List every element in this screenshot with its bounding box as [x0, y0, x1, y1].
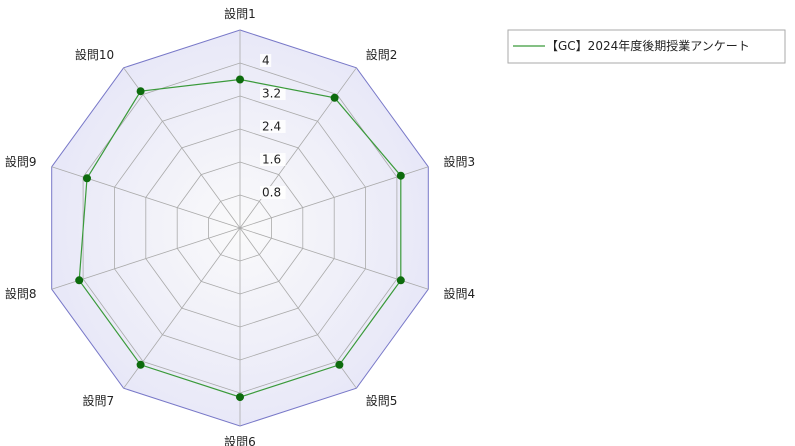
axis-label-8: 設問8 [5, 286, 37, 301]
axis-label-4: 設問4 [444, 286, 476, 301]
axis-label-10: 設問10 [75, 47, 114, 62]
axis-label-2: 設問2 [366, 47, 398, 62]
tick-label: 1.6 [262, 153, 281, 167]
legend: 【GC】2024年度後期授業アンケート [507, 29, 786, 64]
axis-label-6: 設問6 [224, 434, 256, 446]
legend-box [507, 29, 786, 64]
data-point-9 [83, 174, 91, 183]
data-point-7 [136, 360, 145, 369]
data-point-4 [396, 276, 405, 285]
tick-label: 0.8 [262, 186, 281, 200]
spoke-8 [51, 227, 241, 290]
tick-label: 3.2 [262, 87, 281, 101]
spoke-10 [123, 67, 241, 229]
axis-label-1: 設問1 [224, 6, 256, 21]
data-point-3 [396, 171, 405, 180]
spoke-3 [239, 166, 429, 229]
tick-label: 2.4 [262, 120, 281, 134]
tick-labels: 0.8 1.6 2.4 3.2 4 [260, 54, 286, 200]
tick-label-bg [260, 54, 272, 67]
axis-label-5: 設問5 [366, 393, 398, 408]
data-point-10 [136, 87, 145, 96]
data-point-8 [75, 276, 84, 285]
spoke-5 [239, 227, 357, 389]
spoke-2 [239, 67, 357, 229]
tick-label: 4 [262, 54, 270, 68]
tick-label-bg [260, 153, 286, 166]
spoke-9 [51, 166, 241, 229]
legend-series-label: 【GC】2024年度後期授業アンケート [546, 38, 750, 53]
tick-label-bg [260, 87, 286, 100]
axis-label-3: 設問3 [444, 154, 476, 169]
tick-label-bg [260, 186, 286, 199]
axis-label-7: 設問7 [83, 393, 115, 408]
axis-labels: 設問1 設問2 設問3 設問4 設問5 設問6 設問7 設問8 設問9 設問10 [5, 6, 475, 446]
spoke-7 [123, 227, 241, 389]
data-series [75, 75, 405, 402]
data-point-6 [236, 393, 244, 402]
axis-label-9: 設問9 [5, 154, 37, 169]
radial-spokes [51, 30, 429, 426]
spoke-4 [239, 227, 429, 290]
data-point-5 [335, 360, 344, 369]
data-point-2 [330, 93, 339, 102]
data-point-1 [236, 75, 244, 84]
tick-label-bg [260, 120, 286, 133]
